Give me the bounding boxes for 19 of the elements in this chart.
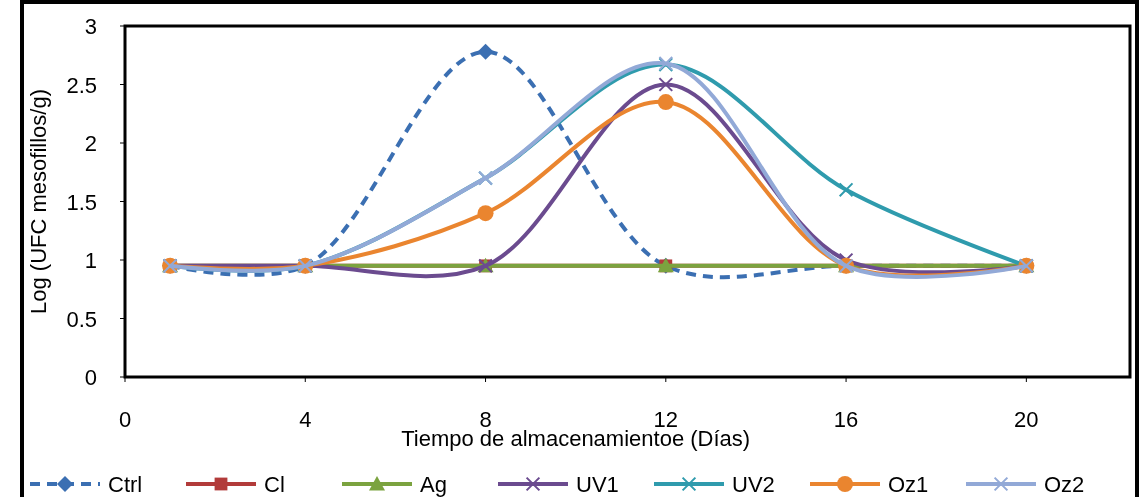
y-tick-label: 3 <box>84 14 97 39</box>
legend-label: UV1 <box>576 472 619 497</box>
y-tick-label: 2 <box>84 131 97 156</box>
y-tick-label: 1 <box>84 248 97 273</box>
legend-label: UV2 <box>732 472 775 497</box>
y-tick-label: 0 <box>84 365 97 390</box>
x-tick-label: 20 <box>1014 407 1039 432</box>
y-tick-label: 0.5 <box>66 306 97 332</box>
x-tick-label: 0 <box>118 407 132 432</box>
legend-label: Ag <box>420 472 447 497</box>
legend-label: Oz2 <box>1044 472 1085 497</box>
x-tick-label: 16 <box>833 407 859 432</box>
legend-label: Ctrl <box>108 472 143 497</box>
legend-label: Cl <box>264 472 285 497</box>
x-tick-label: 4 <box>299 407 312 432</box>
y-axis-title: Log (UFC mesofillos/g) <box>26 89 51 314</box>
y-tick-label: 2.5 <box>66 72 97 98</box>
legend-label: Oz1 <box>888 472 929 497</box>
y-tick-label: 1.5 <box>66 189 97 215</box>
